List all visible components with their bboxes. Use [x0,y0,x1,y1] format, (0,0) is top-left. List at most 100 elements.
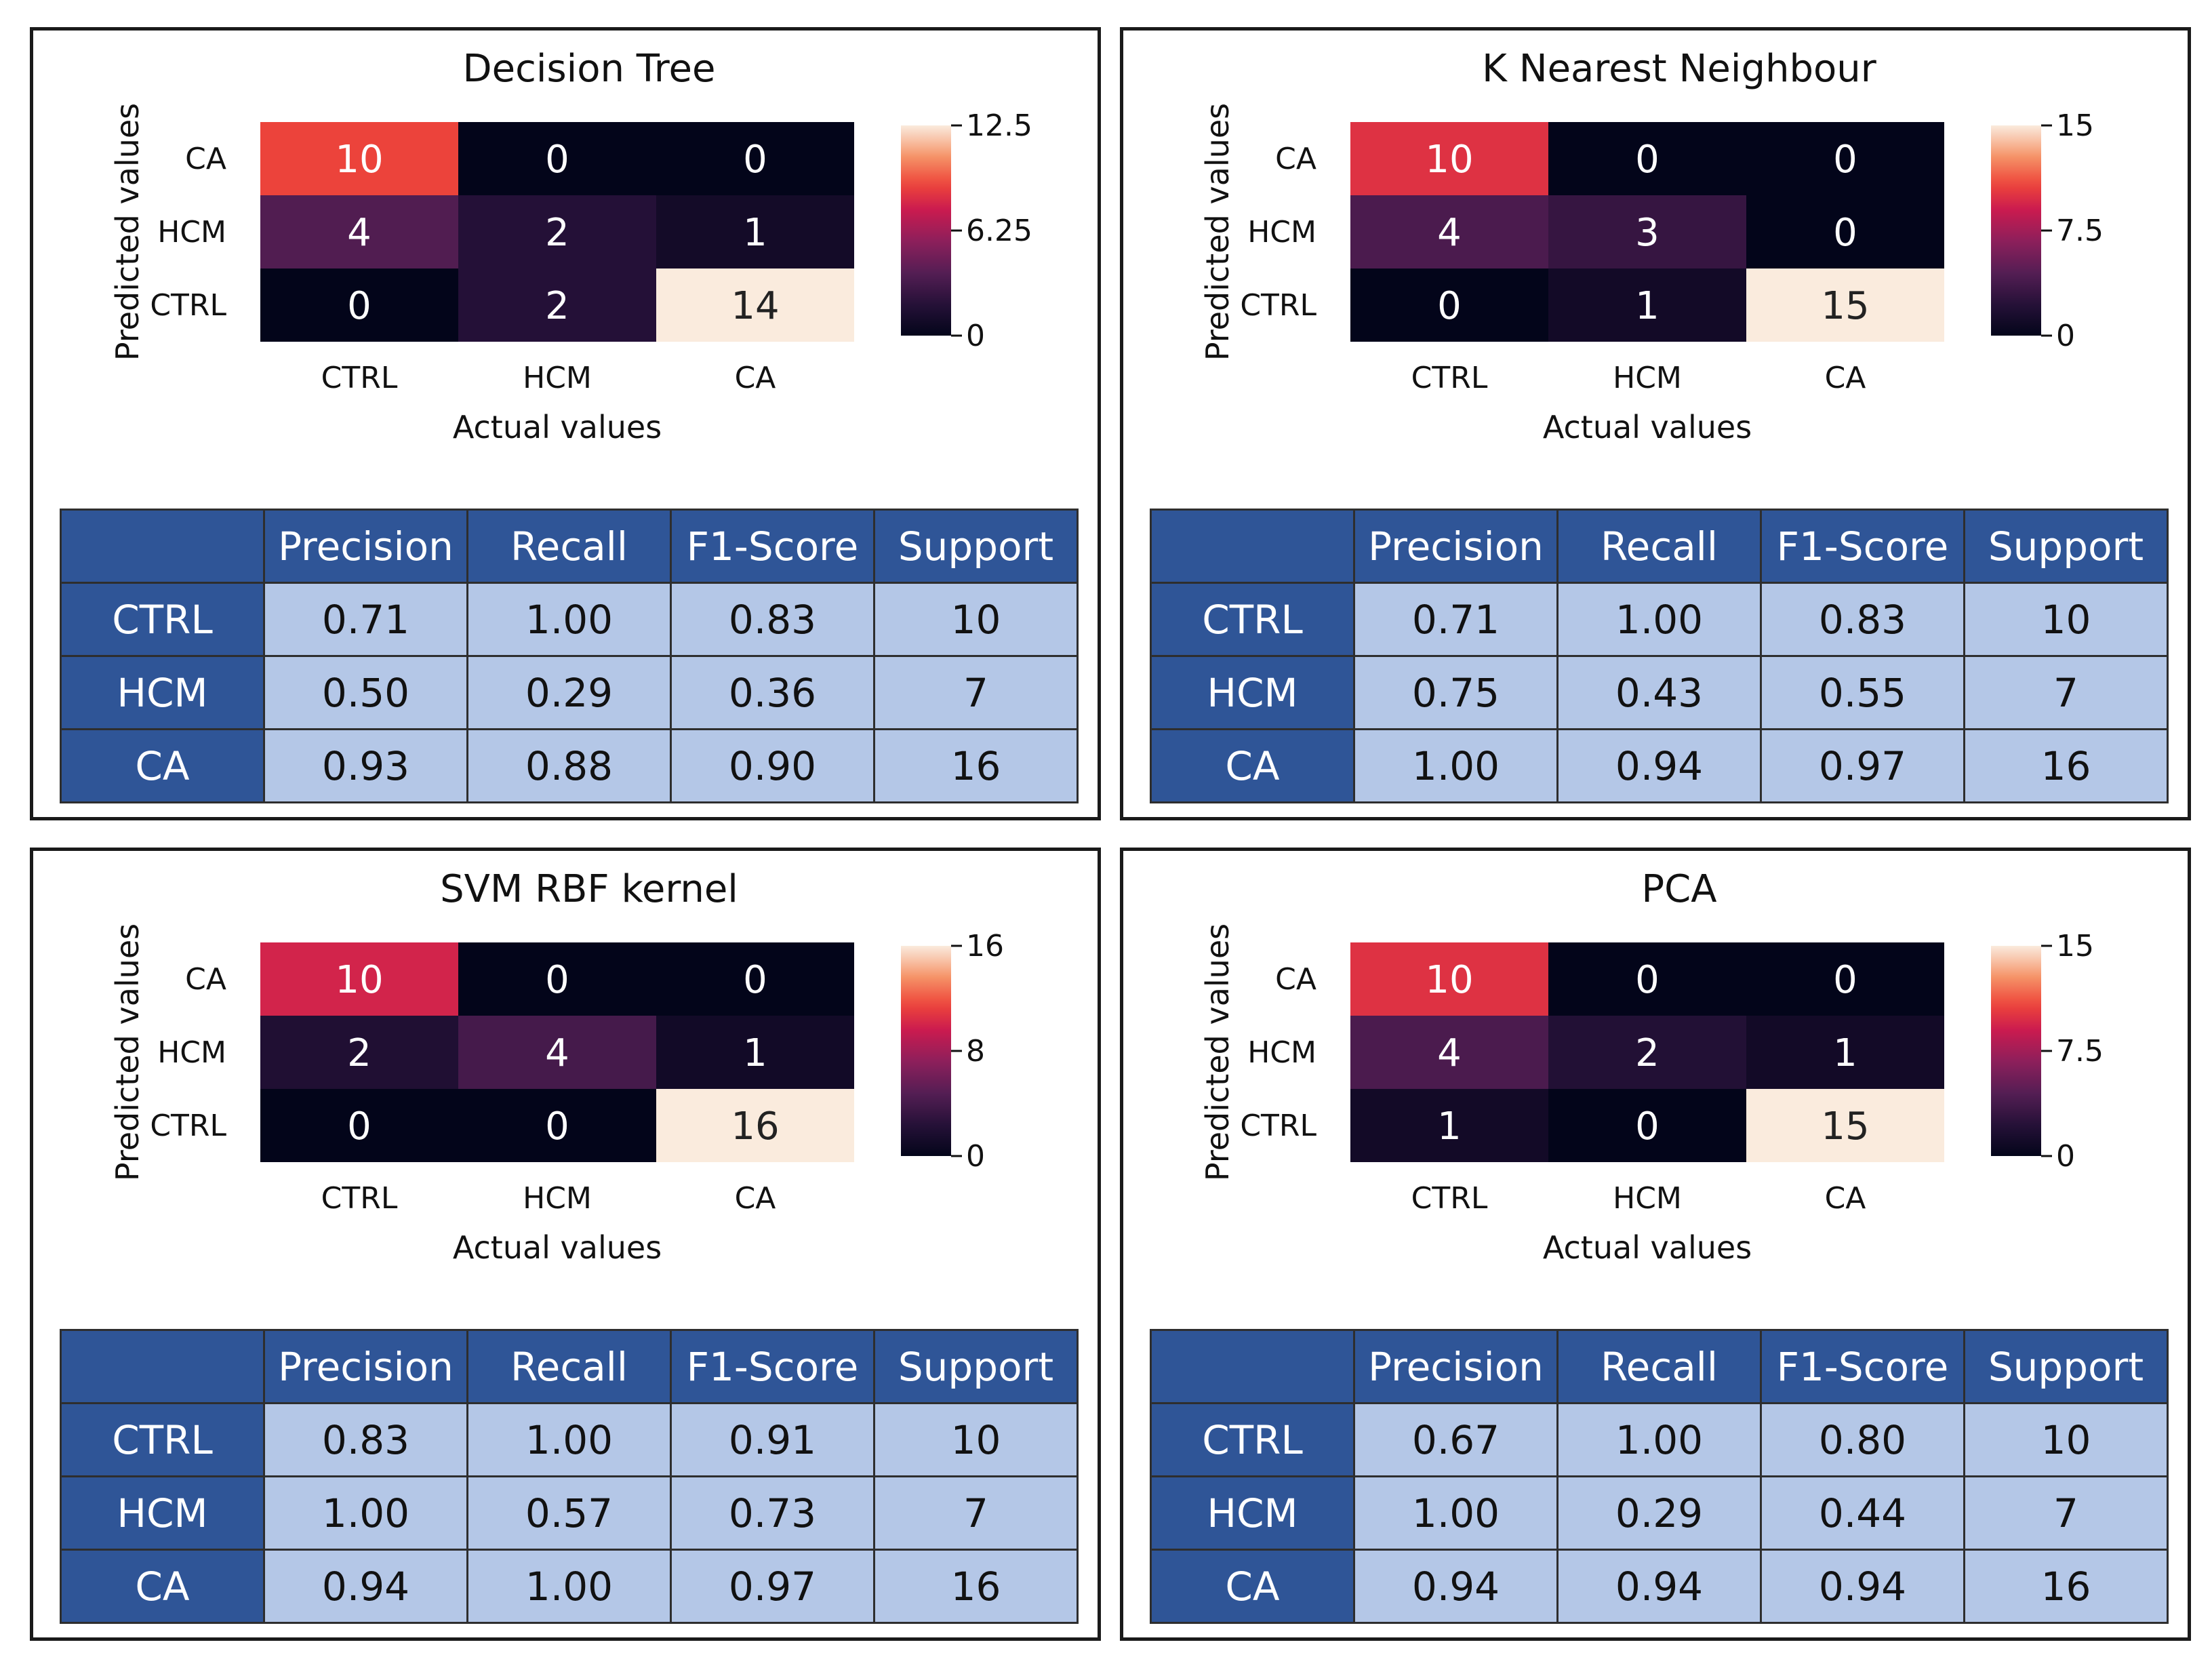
y-tick-label: CA [1275,962,1316,997]
cell-value-label: 4 [545,1031,569,1075]
cell-value-label: 10 [1425,958,1473,1002]
heatmap-cell [260,942,458,1016]
row-label-hcm: HCM [60,1475,265,1551]
panel-svm-rbf-kernel: SVM RBF kernel 10 0 0 2 4 1 0 0 16 CA HCM CTRL CTRL HC… [30,848,1101,1641]
cell-support: 10 [873,582,1079,657]
metrics-table-decision-tree: Precision Recall F1-Score Support CTRL 0… [60,509,1079,803]
cell-recall: 0.43 [1556,655,1762,730]
chart-title: Decision Tree [463,47,716,91]
table-row: HCM 1.00 0.57 0.73 7 [60,1475,1079,1551]
cell-precision: 0.50 [263,655,468,730]
cell-value-label: 15 [1821,1104,1869,1149]
cell-f1-score: 0.36 [670,655,875,730]
table-row: CA 1.00 0.94 0.97 16 [1150,728,2169,803]
header-support: Support [873,509,1079,584]
metrics-table-pca: Precision Recall F1-Score Support CTRL 0… [1150,1329,2169,1624]
cell-support: 16 [873,728,1079,803]
cell-value-label: 16 [731,1104,779,1149]
colorbar [1991,946,2041,1156]
y-tick-label: HCM [1247,1035,1316,1070]
heatmap-cell [260,1089,458,1162]
table-row: CA 0.93 0.88 0.90 16 [60,728,1079,803]
colorbar-tick-label: 6.25 [966,214,1032,248]
header-recall: Recall [1556,509,1762,584]
y-tick-label: CA [185,142,226,176]
cell-f1-score: 0.97 [1760,728,1965,803]
colorbar-tick-label: 12.5 [966,108,1032,143]
cell-value-label: 0 [1437,284,1462,328]
heatmap-cell [1548,122,1746,195]
cell-precision: 0.94 [263,1549,468,1624]
x-tick-label: HCM [523,1181,592,1216]
cell-precision: 1.00 [263,1475,468,1551]
cell-value-label: 10 [335,958,383,1002]
cell-value-label: 1 [743,1031,767,1075]
heatmap-cell [1548,1016,1746,1089]
row-label-ctrl: CTRL [60,1402,265,1477]
colorbar-tick-label: 7.5 [2056,214,2104,248]
chart-title: PCA [1641,867,1716,911]
heatmap-cell [1350,268,1548,342]
cell-precision: 0.67 [1353,1402,1559,1477]
cell-recall: 0.94 [1556,728,1762,803]
heatmap-cell [656,122,854,195]
cell-value-label: 0 [1833,958,1857,1002]
x-axis-label: Actual values [453,1229,662,1266]
table-row: CA 0.94 1.00 0.97 16 [60,1549,1079,1624]
heatmap-cell [458,1089,656,1162]
cell-value-label: 2 [545,211,569,255]
cell-value-label: 0 [347,1104,371,1149]
x-axis-label: Actual values [1543,409,1752,445]
cell-f1-score: 0.91 [670,1402,875,1477]
x-tick-label: HCM [523,361,592,395]
cell-f1-score: 0.83 [1760,582,1965,657]
heatmap-cell [260,122,458,195]
table-row: CTRL 0.83 1.00 0.91 10 [60,1402,1079,1477]
x-tick-label: HCM [1613,361,1682,395]
heatmap-cell [1746,1089,1944,1162]
cell-value-label: 10 [335,138,383,182]
colorbar-tick-label: 0 [2056,319,2075,353]
colorbar [901,125,951,336]
cell-support: 7 [1963,1475,2169,1551]
cell-value-label: 1 [1635,284,1660,328]
x-tick-label: CA [1825,1181,1866,1216]
table-corner-cell [60,1329,265,1404]
heatmap-cell [656,268,854,342]
cell-value-label: 15 [1821,284,1869,328]
cell-support: 16 [1963,728,2169,803]
row-label-ctrl: CTRL [60,582,265,657]
panel-pca: PCA 10 0 0 4 2 1 1 0 15 CA HCM CTRL CTRL HCM CA Actual v… [1120,848,2191,1641]
header-f1-score: F1-Score [1760,509,1965,584]
heatmap-cell [656,1016,854,1089]
heatmap-cell [1350,195,1548,268]
cell-value-label: 0 [545,138,569,182]
cell-f1-score: 0.80 [1760,1402,1965,1477]
cell-f1-score: 0.83 [670,582,875,657]
heatmap-cell [1548,942,1746,1016]
x-tick-label: HCM [1613,1181,1682,1216]
y-tick-label: HCM [157,215,226,250]
cell-value-label: 14 [731,284,779,328]
cell-value-label: 2 [545,284,569,328]
cell-precision: 1.00 [1353,728,1559,803]
y-axis-label: Predicted values [109,923,146,1181]
cell-recall: 0.94 [1556,1549,1762,1624]
heatmap-cell [458,268,656,342]
heatmap-cell [656,1089,854,1162]
cell-precision: 0.94 [1353,1549,1559,1624]
cell-precision: 0.75 [1353,655,1559,730]
header-support: Support [873,1329,1079,1404]
cell-support: 7 [873,655,1079,730]
heatmap-cell [458,942,656,1016]
cell-value-label: 4 [1437,211,1462,255]
cell-recall: 0.29 [1556,1475,1762,1551]
heatmap-cell [1746,1016,1944,1089]
cell-f1-score: 0.90 [670,728,875,803]
cell-value-label: 1 [1437,1104,1462,1149]
heatmap-cell [1746,195,1944,268]
cell-support: 7 [1963,655,2169,730]
y-tick-label: CTRL [1240,288,1316,323]
cell-value-label: 0 [347,284,371,328]
table-row: HCM 0.50 0.29 0.36 7 [60,655,1079,730]
